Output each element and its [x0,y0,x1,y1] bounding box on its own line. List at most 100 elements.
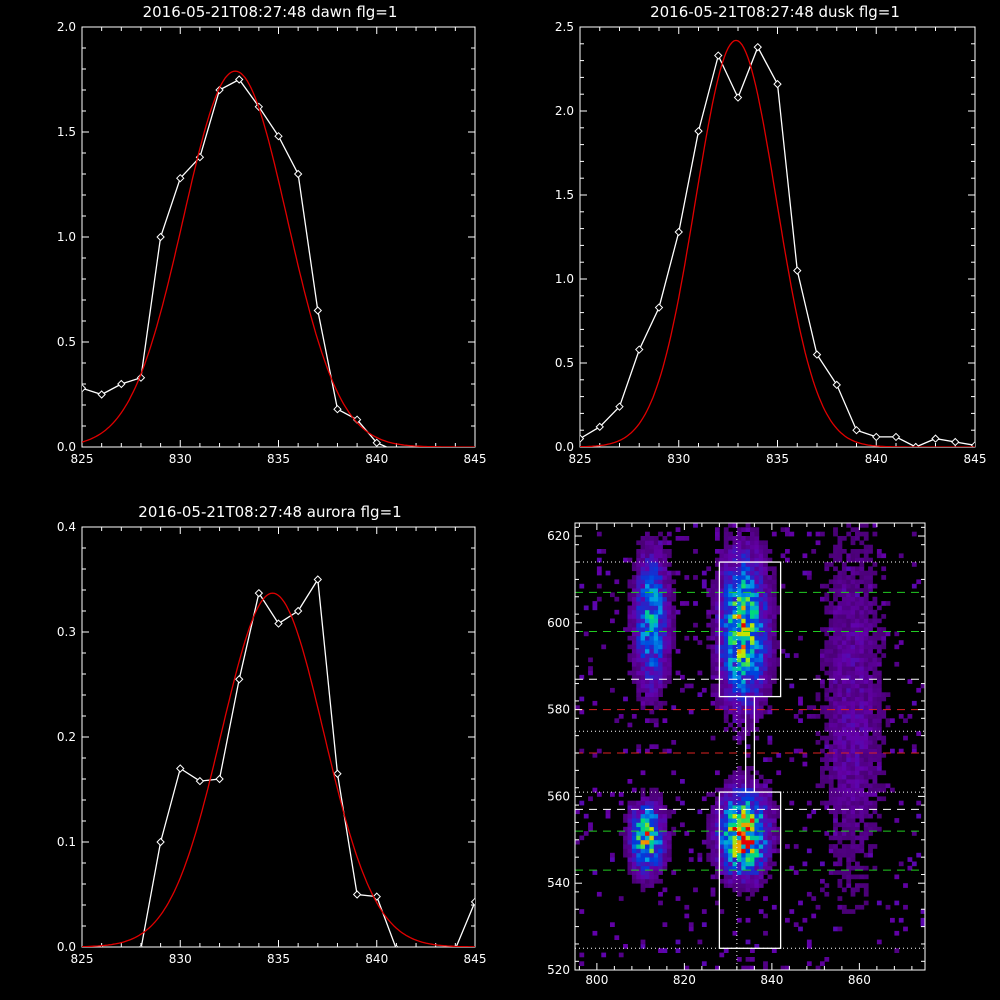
heatmap-cell [645,878,650,884]
heatmap-cell [736,705,742,710]
heatmap-cell [732,683,738,689]
heatmap-cell [658,622,663,628]
heatmap-cell [723,844,729,849]
data-point-diamond [195,776,205,786]
heatmap-cell [653,544,659,550]
heatmap-cell [750,857,755,862]
heatmap-cell [736,809,742,815]
heatmap-cell [850,891,856,897]
heatmap-cell [758,605,764,611]
heatmap-cell [741,566,747,572]
heatmap-cell [649,683,655,689]
heatmap-cell [719,640,725,645]
heatmap-cell [833,618,838,624]
heatmap-cell [732,648,738,654]
heatmap-cell [719,670,725,676]
heatmap-cell [824,709,830,715]
heatmap-cell [640,861,646,867]
heatmap-cell [841,744,847,749]
heatmap-cell [649,635,655,641]
heatmap-cell [833,653,838,658]
heatmap-cell [771,813,777,819]
heatmap-cell [715,653,720,658]
heatmap-cell [863,740,869,745]
heatmap-cell [741,605,747,611]
heatmap-cell [640,813,646,819]
heatmap-cell [763,562,768,567]
heatmap-cell [706,818,712,823]
heatmap-cell [850,557,856,563]
heatmap-cell [736,549,742,554]
heatmap-cell [824,766,830,771]
heatmap-cell [732,666,738,671]
heatmap-cell [855,527,860,532]
heatmap-cell [855,813,860,819]
heatmap-cell [658,631,663,637]
heatmap-cell [645,687,650,693]
heatmap-cell [872,714,878,719]
heatmap-cell [640,683,646,689]
heatmap-cell [863,714,869,719]
heatmap-cell [741,562,747,567]
heatmap-cell [863,570,869,576]
heatmap-cell [732,852,738,858]
heatmap-cell [684,575,690,580]
heatmap-cell [863,770,869,776]
data-point-diamond [470,897,475,907]
heatmap-cell [837,779,843,784]
heatmap-cell [859,740,865,745]
heatmap-cell [627,644,633,650]
heatmap-cell [627,779,633,784]
heatmap-cell [833,605,838,611]
heatmap-cell [741,540,747,546]
data-point-diamond [416,446,417,447]
heatmap-cell [745,917,751,923]
heatmap-cell [846,523,852,528]
heatmap-cell [754,822,760,828]
heatmap-cell [715,787,720,793]
heatmap-cell [916,852,922,858]
heatmap-cell [876,748,882,754]
heatmap-cell [758,796,764,802]
heatmap-cell [645,579,650,585]
heatmap-cell [846,861,852,867]
heatmap-cell [631,839,637,845]
data-point-diamond [635,345,644,354]
heatmap-cell [850,831,856,836]
heatmap-cell [658,831,663,836]
heatmap-cell [763,653,768,658]
heatmap-cell [631,674,637,680]
heatmap-cell [649,631,655,637]
heatmap-cell [859,570,865,576]
heatmap-cell [728,774,733,780]
heatmap-cell [868,627,873,632]
heatmap-cell [763,861,768,867]
heatmap-cell [833,683,838,689]
heatmap-cell [601,644,607,650]
heatmap-cell [855,605,860,611]
heatmap-cell [894,900,900,906]
heatmap-cell [841,670,847,676]
heatmap-cell [767,740,773,745]
heatmap-cell [579,909,585,914]
heatmap-cell [736,670,742,676]
heatmap-cell [640,674,646,680]
heatmap-cell [728,722,733,728]
heatmap-cell [855,848,860,854]
heatmap-cell [841,753,847,758]
heatmap-cell [758,844,764,849]
heatmap-cell [850,826,856,832]
heatmap-cell [837,805,843,810]
heatmap-cell [596,583,602,589]
heatmap-cell [758,835,764,841]
heatmap-cell [636,826,642,832]
heatmap-cell [776,839,782,845]
heatmap-cell [736,536,742,541]
heatmap-cell [741,714,747,719]
heatmap-cell [837,692,843,697]
heatmap-cell [855,714,860,719]
heatmap-cell [837,757,843,762]
heatmap-cell [750,540,755,546]
heatmap-cell [745,796,751,802]
y-tick-label: 2.0 [57,20,76,34]
